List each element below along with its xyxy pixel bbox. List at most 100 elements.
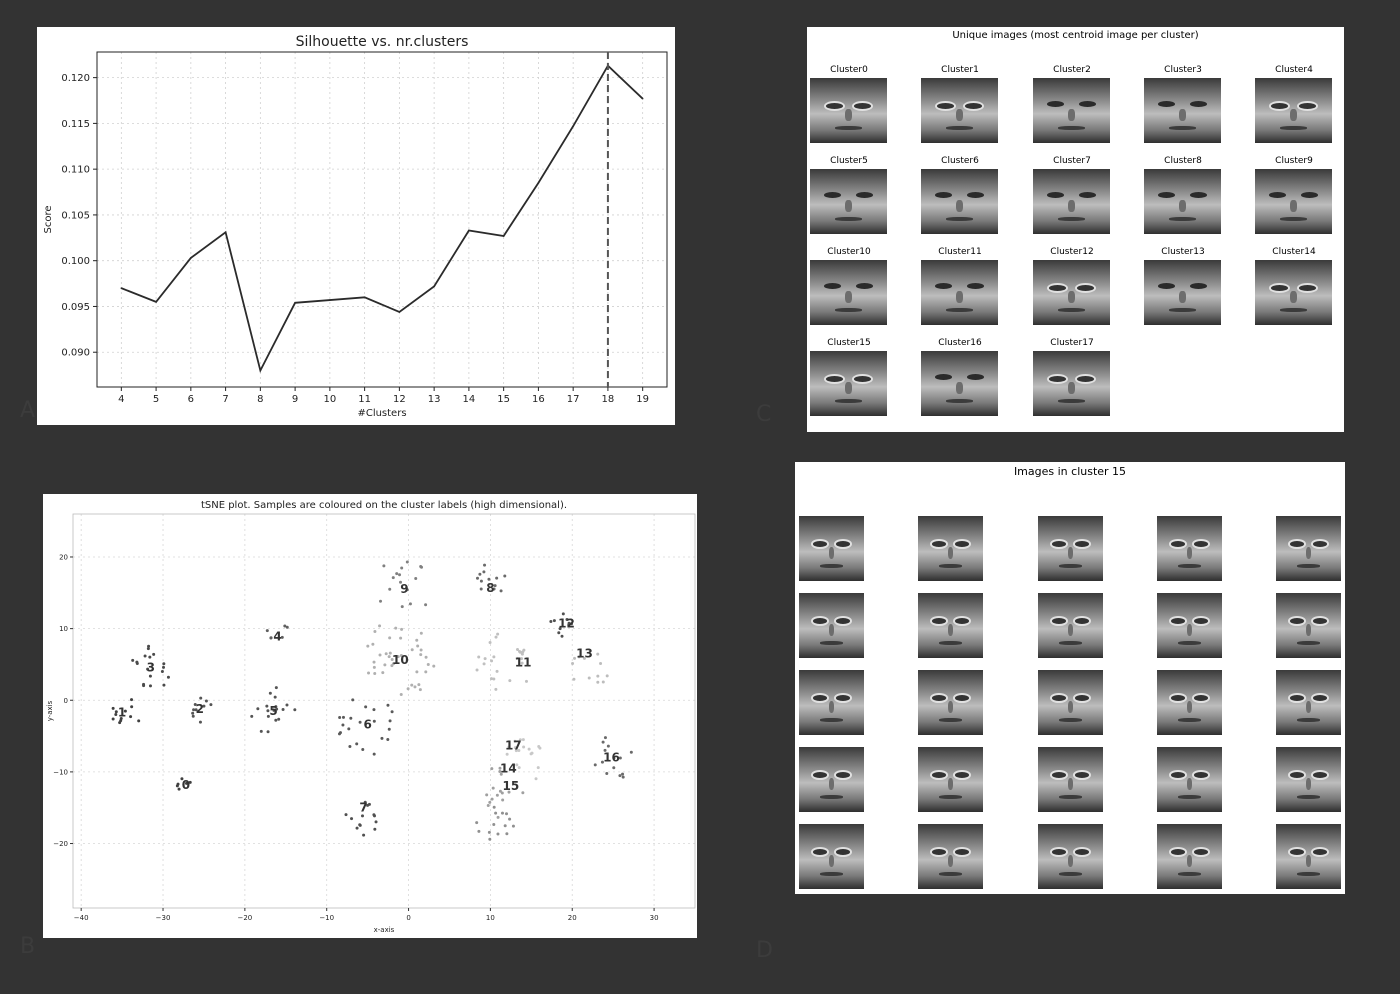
scatter-point	[567, 621, 571, 625]
centroid-face-image	[921, 351, 998, 416]
face-eye	[1311, 539, 1330, 550]
scatter-point	[347, 727, 351, 731]
centroid-label: Cluster15	[827, 338, 871, 348]
face-eye	[1297, 283, 1319, 294]
scatter-point	[483, 563, 487, 567]
scatter-point	[475, 668, 479, 672]
face-eye	[1075, 283, 1097, 294]
face-mouth	[834, 217, 863, 221]
face-eye	[1049, 693, 1068, 704]
y-tick-label: 0.115	[61, 119, 90, 130]
face-nose	[845, 109, 852, 121]
scatter-point	[515, 656, 519, 660]
chart-title: Silhouette vs. nr.clusters	[296, 34, 469, 50]
scatter-point	[572, 677, 576, 681]
scatter-point	[479, 587, 483, 591]
scatter-point	[477, 655, 481, 659]
face-eye	[1192, 693, 1211, 704]
face-mouth	[1296, 795, 1321, 799]
silhouette-point	[190, 257, 192, 259]
scatter-point	[524, 679, 528, 683]
cluster15-panel-title: Images in cluster 15	[1013, 465, 1127, 478]
face-eye	[1287, 693, 1306, 704]
face-mouth	[938, 795, 963, 799]
scatter-point	[599, 661, 603, 665]
cluster15-face-image	[1276, 824, 1341, 889]
face-mouth	[1058, 718, 1083, 722]
cluster15-face-image	[799, 824, 864, 889]
face-eye	[1311, 616, 1330, 627]
scatter-point	[516, 647, 520, 651]
x-axis-label: x-axis	[374, 926, 395, 934]
scatter-point	[596, 652, 600, 656]
cluster15-face-image	[799, 593, 864, 658]
scatter-point	[382, 564, 386, 568]
scatter-point	[266, 709, 270, 713]
scatter-point	[399, 580, 403, 584]
scatter-point	[185, 781, 189, 785]
scatter-point	[587, 676, 591, 680]
scatter-point	[338, 715, 342, 719]
face-mouth	[1296, 718, 1321, 722]
scatter-point	[508, 817, 512, 821]
face-nose	[956, 109, 963, 121]
cluster15-face-image	[1276, 747, 1341, 812]
scatter-point	[496, 832, 500, 836]
face-eye	[934, 101, 956, 112]
cluster-label-17: 17	[505, 738, 522, 752]
scatter-point	[202, 704, 206, 708]
scatter-point	[487, 830, 491, 834]
scatter-point	[498, 770, 502, 774]
y-tick-label: −10	[53, 768, 68, 776]
scatter-point	[274, 686, 278, 690]
face-mouth	[945, 399, 974, 403]
scatter-point	[114, 710, 118, 714]
centroid-face-image	[921, 78, 998, 143]
scatter-point	[364, 705, 368, 709]
face-eye	[1268, 283, 1290, 294]
face-eye	[1157, 101, 1175, 108]
face-eye	[929, 693, 948, 704]
silhouette-point	[641, 97, 644, 100]
centroid-face-image	[1144, 78, 1221, 143]
scatter-point	[191, 711, 195, 715]
face-eye	[1268, 101, 1290, 112]
scatter-point	[191, 714, 195, 718]
y-tick-label: 0.100	[61, 256, 90, 267]
face-eye	[1157, 192, 1175, 199]
scatter-point	[410, 648, 414, 652]
scatter-point	[142, 684, 146, 688]
scatter-point	[601, 740, 605, 744]
scatter-point	[386, 703, 390, 707]
face-eye	[967, 283, 985, 290]
y-tick-label: 0.095	[61, 302, 90, 313]
centroid-face-image	[810, 260, 887, 325]
face-eye	[1073, 616, 1092, 627]
scatter-point	[387, 727, 391, 731]
scatter-point	[366, 644, 370, 648]
scatter-point	[491, 786, 495, 790]
scatter-point	[281, 707, 285, 711]
centroid-label: Cluster14	[1272, 247, 1316, 257]
scatter-point	[417, 683, 421, 687]
scatter-point	[520, 652, 524, 656]
scatter-point	[390, 710, 394, 714]
scatter-point	[492, 805, 496, 809]
scatter-point	[495, 669, 499, 673]
x-tick-label: 14	[463, 394, 476, 405]
scatter-point	[410, 683, 414, 687]
face-eye	[953, 770, 972, 781]
centroid-label: Cluster10	[827, 247, 871, 257]
y-tick-label: 0	[64, 697, 68, 705]
x-axis-label: #Clusters	[357, 408, 406, 419]
face-nose	[1290, 200, 1297, 212]
scatter-point	[500, 811, 504, 815]
face-mouth	[1279, 217, 1308, 221]
cluster-label-15: 15	[503, 779, 520, 793]
cluster-label-2: 2	[196, 702, 204, 716]
face-mouth	[1296, 564, 1321, 568]
plot-frame	[72, 513, 696, 909]
scatter-point	[501, 798, 505, 802]
scatter-point	[355, 826, 359, 830]
scatter-point	[344, 813, 348, 817]
